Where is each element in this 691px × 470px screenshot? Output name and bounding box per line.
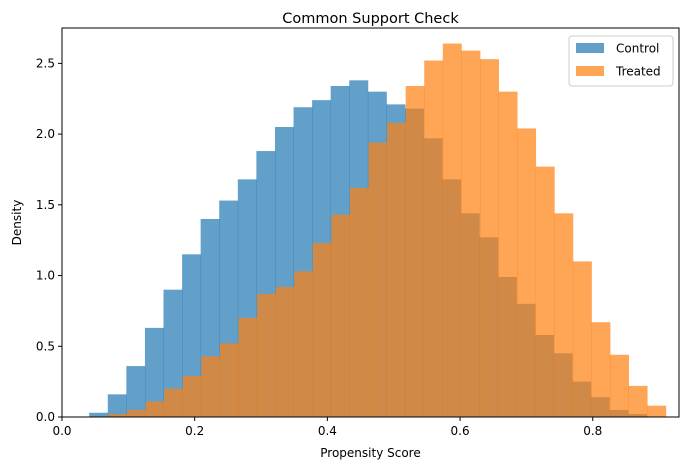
bar-treated — [498, 91, 518, 418]
bar-treated — [145, 401, 165, 417]
bar-treated — [201, 356, 221, 417]
bar-treated — [164, 388, 184, 417]
bar-treated — [479, 59, 499, 418]
y-tick-label: 2.0 — [36, 127, 55, 141]
bar-treated — [349, 187, 369, 417]
y-axis-label: Density — [10, 200, 24, 246]
bar-treated — [108, 414, 128, 417]
bar-control — [126, 366, 146, 417]
y-tick-label: 1.0 — [36, 269, 55, 283]
bar-control — [144, 327, 164, 417]
bar-treated — [257, 293, 277, 417]
bars-group — [89, 43, 667, 418]
bar-treated — [387, 122, 407, 418]
x-tick-label: 0.4 — [318, 424, 337, 438]
y-tick-label: 2.5 — [36, 56, 55, 70]
x-tick-label: 0.6 — [451, 424, 470, 438]
bar-control — [89, 412, 109, 417]
bar-treated — [442, 43, 462, 418]
bar-treated — [572, 261, 592, 417]
bar-treated — [628, 385, 648, 417]
legend-label-control: Control — [616, 42, 659, 56]
bar-treated — [591, 322, 611, 417]
bar-treated — [331, 214, 351, 417]
x-tick-label: 0.8 — [583, 424, 602, 438]
bar-treated — [182, 375, 202, 417]
bar-treated — [127, 409, 146, 417]
bar-treated — [275, 286, 295, 417]
plot-frame — [61, 27, 680, 418]
bar-treated — [647, 405, 667, 417]
bar-treated — [238, 317, 258, 417]
y-tick-label: 1.5 — [36, 198, 55, 212]
legend: Control Treated — [568, 35, 674, 87]
bar-treated — [294, 271, 314, 417]
y-tick-label: 0.5 — [36, 339, 55, 353]
legend-swatch-treated — [576, 66, 604, 76]
x-axis: 0.0 0.2 0.4 0.6 0.8 — [52, 417, 602, 438]
bar-treated — [517, 128, 537, 417]
bar-treated — [312, 243, 332, 417]
bar-treated — [424, 60, 444, 417]
x-tick-label: 0.2 — [185, 424, 204, 438]
bar-treated — [554, 213, 574, 417]
legend-swatch-control — [576, 43, 604, 53]
bar-control — [163, 289, 183, 417]
y-axis: 0.0 0.5 1.0 1.5 2.0 2.5 — [36, 56, 62, 424]
bar-treated — [368, 142, 388, 417]
bar-treated — [405, 85, 425, 417]
x-tick-label: 0.0 — [52, 424, 71, 438]
bar-treated — [535, 166, 555, 417]
series-treated — [108, 43, 667, 418]
bar-treated — [610, 354, 629, 417]
legend-label-treated: Treated — [615, 65, 661, 79]
x-axis-label: Propensity Score — [320, 446, 420, 460]
chart-title: Common Support Check — [282, 11, 459, 27]
y-tick-label: 0.0 — [36, 410, 55, 424]
bar-treated — [219, 343, 239, 417]
bar-treated — [461, 50, 481, 418]
bar-control — [107, 394, 127, 417]
